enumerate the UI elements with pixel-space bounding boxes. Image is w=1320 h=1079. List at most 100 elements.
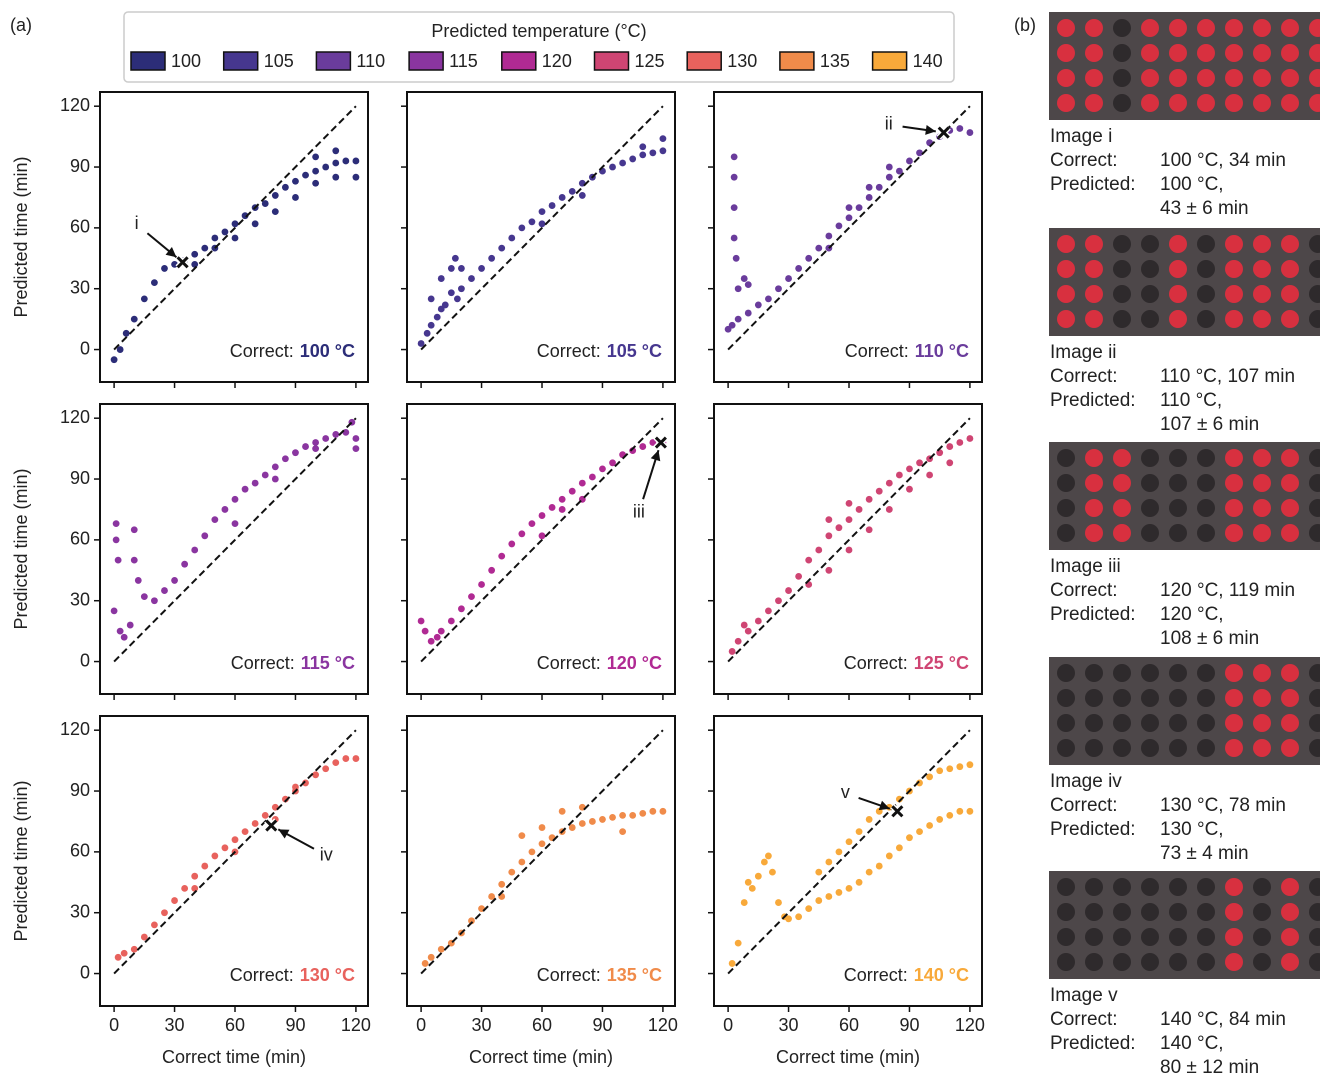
scatter-point (428, 954, 435, 961)
well (1197, 739, 1215, 757)
scatter-point (639, 810, 646, 817)
scatter-point (926, 472, 933, 479)
scatter-point (896, 844, 903, 851)
scatter-point (856, 204, 863, 211)
well (1057, 94, 1075, 112)
well (1197, 285, 1215, 303)
x-axis-label: Correct time (min) (162, 1047, 306, 1067)
well (1281, 664, 1299, 682)
y-tick-label: 120 (60, 719, 90, 739)
scatter-point (428, 322, 435, 329)
scatter-point (967, 761, 974, 768)
scatter-point (529, 520, 536, 527)
scatter-point (735, 316, 742, 323)
image-predicted-label: Predicted: (1050, 1033, 1136, 1054)
figure: (a) (b) Predicted temperature (°C) 10010… (0, 0, 1320, 1074)
well (1113, 285, 1131, 303)
scatter-point (755, 302, 762, 309)
well (1281, 474, 1299, 492)
scatter-point (161, 265, 168, 272)
well (1057, 903, 1075, 921)
scatter-point (222, 229, 229, 236)
legend-label: 140 (913, 51, 943, 71)
scatter-point (729, 960, 736, 967)
scatter-point (222, 506, 229, 513)
well (1085, 664, 1103, 682)
scatter-point (115, 557, 122, 564)
scatter-point (741, 275, 748, 282)
well (1113, 474, 1131, 492)
well (1281, 19, 1299, 37)
well (1197, 235, 1215, 253)
well (1057, 235, 1075, 253)
scatter-point (876, 184, 883, 191)
x-tick-label: 30 (472, 1015, 492, 1035)
scatter-point (805, 255, 812, 262)
scatter-point (518, 832, 525, 839)
well (1141, 714, 1159, 732)
correct-label: Correct: (844, 965, 908, 985)
well (1141, 474, 1159, 492)
scatter-point (956, 763, 963, 770)
image-predicted-label: Predicted: (1050, 390, 1136, 411)
well (1141, 499, 1159, 517)
scatter-point (332, 759, 339, 766)
well (1225, 953, 1243, 971)
scatter-point (151, 921, 158, 928)
panel-label: (a) (10, 15, 32, 35)
scatter-point (745, 628, 752, 635)
well (1225, 903, 1243, 921)
identity-line (421, 418, 663, 661)
well (1281, 714, 1299, 732)
scatter-point (201, 532, 208, 539)
well (1169, 44, 1187, 62)
scatter-point (117, 628, 124, 635)
well (1169, 953, 1187, 971)
well (1085, 903, 1103, 921)
scatter-point (729, 322, 736, 329)
y-axis-label: Predicted time (min) (11, 780, 31, 941)
scatter-point (312, 771, 319, 778)
well (1085, 878, 1103, 896)
scatter-point (353, 435, 360, 442)
identity-line (114, 106, 356, 349)
y-tick-label: 120 (60, 95, 90, 115)
well (1281, 310, 1299, 328)
scatter-point (292, 194, 299, 201)
well (1281, 94, 1299, 112)
image-predicted-temp: 130 °C, (1160, 819, 1224, 840)
well (1253, 310, 1271, 328)
image-correct: 100 °C, 34 min (1160, 150, 1286, 171)
well (1169, 285, 1187, 303)
scatter-point (539, 220, 546, 227)
scatter-point (866, 816, 873, 823)
y-axis-label: Predicted time (min) (11, 156, 31, 317)
well (1169, 474, 1187, 492)
scatter-point (508, 235, 515, 242)
scatter-point (876, 488, 883, 495)
scatter-point (498, 881, 505, 888)
y-tick-label: 90 (70, 780, 90, 800)
well (1113, 69, 1131, 87)
image-predicted-label: Predicted: (1050, 604, 1136, 625)
scatter-point (589, 818, 596, 825)
scatter-point (946, 812, 953, 819)
scatter-point (232, 235, 239, 242)
scatter-point (805, 557, 812, 564)
image-column: Image iCorrect:100 °C, 34 minPredicted:1… (1049, 12, 1320, 1074)
well (1253, 260, 1271, 278)
correct-value: 130 °C (300, 965, 355, 985)
scatter-point (815, 897, 822, 904)
well (1141, 94, 1159, 112)
scatter-point (856, 828, 863, 835)
well (1197, 714, 1215, 732)
well (1281, 285, 1299, 303)
image-title: Image iii (1050, 556, 1121, 577)
scatter-point (956, 439, 963, 446)
scatter-point (745, 879, 752, 886)
image-correct: 140 °C, 84 min (1160, 1009, 1286, 1030)
image-predicted-time: 73 ± 4 min (1160, 843, 1249, 864)
image-title: Image v (1050, 985, 1118, 1006)
scatter-point (825, 567, 832, 574)
scatter-point (731, 153, 738, 160)
